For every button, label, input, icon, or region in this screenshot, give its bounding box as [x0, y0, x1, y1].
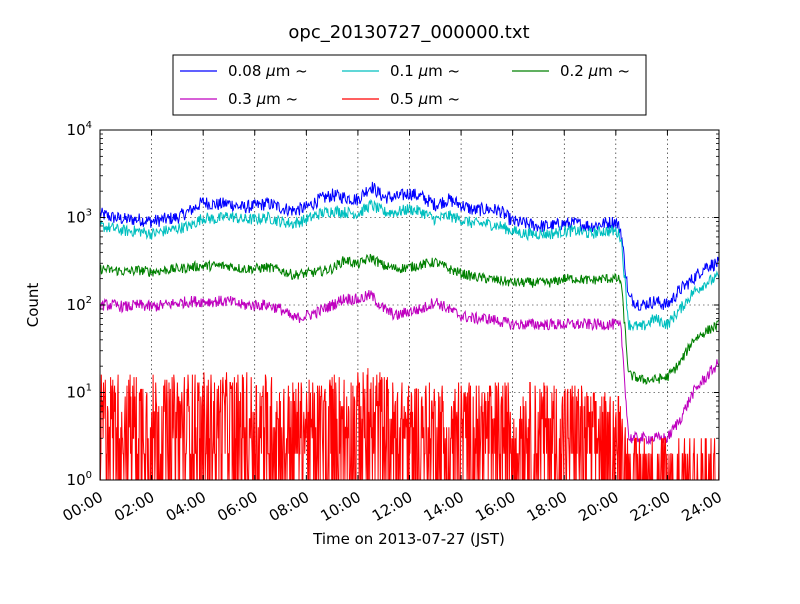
y-tick-label: 103	[67, 208, 92, 227]
x-tick-label: 00:00	[60, 488, 106, 525]
x-tick-label: 20:00	[575, 488, 621, 525]
y-axis-label: Count	[24, 283, 42, 328]
y-tick-label: 102	[67, 295, 92, 314]
y-tick-label: 100	[67, 470, 92, 489]
x-tick-label: 12:00	[369, 488, 415, 525]
series-line-0.2	[99, 253, 720, 385]
x-tick-label: 18:00	[524, 488, 570, 525]
series-line-0.08	[99, 181, 720, 311]
x-tick-label: 02:00	[111, 488, 157, 525]
y-tick-labels: 100 101 102 103 104	[67, 120, 92, 489]
ticks	[99, 129, 720, 481]
x-tick-label: 04:00	[163, 488, 209, 525]
legend-label-0.5: 0.5 μm ~	[390, 90, 460, 108]
x-tick-label: 06:00	[214, 488, 260, 525]
legend-label-0.2: 0.2 μm ~	[560, 62, 630, 80]
y-tick-label: 104	[67, 120, 92, 139]
x-tick-label: 08:00	[266, 488, 312, 525]
legend: 0.08 μm ~ 0.1 μm ~ 0.2 μm ~ 0.3 μm ~ 0.5 μm …	[172, 54, 647, 116]
x-tick-label: 24:00	[679, 488, 725, 525]
x-tick-label: 16:00	[472, 488, 518, 525]
legend-label-0.3: 0.3 μm ~	[228, 90, 298, 108]
chart-title: opc_20130727_000000.txt	[288, 22, 529, 43]
series-layer	[99, 181, 720, 481]
legend-box	[172, 54, 647, 116]
legend-label-0.1: 0.1 μm ~	[390, 62, 460, 80]
x-axis-label: Time on 2013-07-27 (JST)	[312, 530, 505, 548]
y-tick-label: 101	[67, 383, 92, 402]
series-line-0.5	[99, 368, 720, 481]
series-line-0.3	[99, 290, 720, 446]
x-tick-label: 22:00	[627, 488, 673, 525]
x-tick-label: 14:00	[421, 488, 467, 525]
series-line-0.1	[99, 198, 720, 332]
x-tick-label: 10:00	[317, 488, 363, 525]
x-tick-labels: 00:00 02:00 04:00 06:00 08:00 10:00 12:00 14:00…	[60, 488, 725, 525]
legend-label-0.08: 0.08 μm ~	[228, 62, 308, 80]
